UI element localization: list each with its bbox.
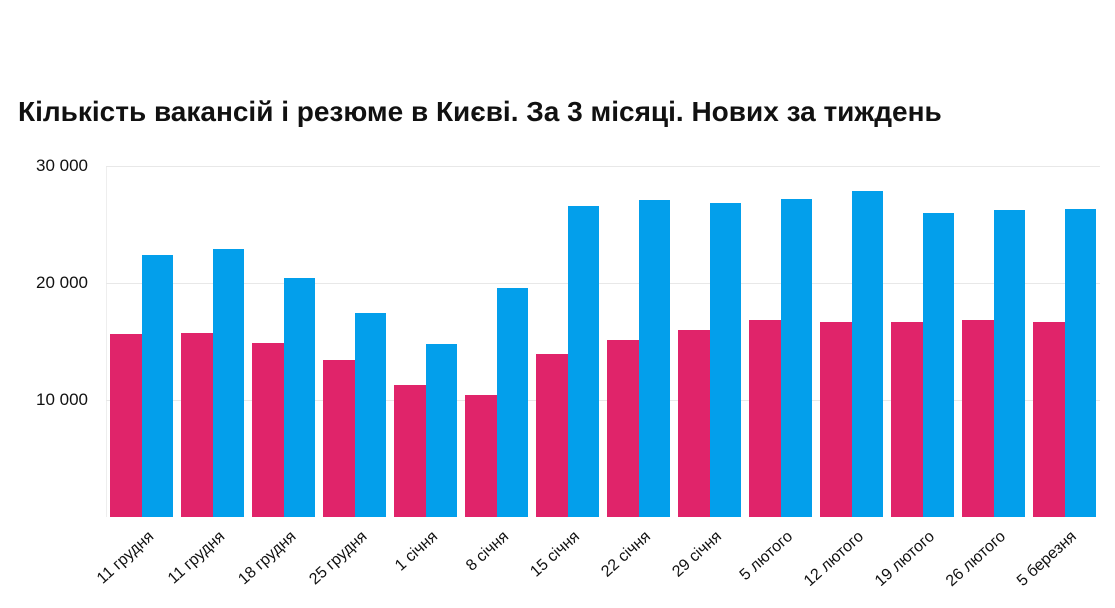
- bar-resumes[interactable]: [283, 278, 315, 517]
- bar-resumes[interactable]: [212, 249, 244, 517]
- bar-vacancies[interactable]: [962, 320, 994, 517]
- x-tick-label: 12 лютого: [800, 528, 867, 590]
- bar-vacancies[interactable]: [749, 320, 781, 517]
- x-tick-label: 11 грудня: [93, 528, 157, 588]
- bar-vacancies[interactable]: [820, 321, 852, 517]
- bar-resumes[interactable]: [993, 210, 1025, 517]
- bar-resumes[interactable]: [851, 190, 883, 517]
- bar-vacancies[interactable]: [607, 340, 639, 517]
- bar-vacancies[interactable]: [891, 321, 923, 517]
- chart-title: Кількість вакансій і резюме в Києві. За …: [18, 96, 942, 127]
- bar-vacancies[interactable]: [678, 329, 710, 517]
- bar-resumes[interactable]: [567, 205, 599, 517]
- x-tick-label: 1 січня: [391, 528, 441, 575]
- gridline: [106, 400, 1100, 401]
- x-tick-label: 26 лютого: [942, 528, 1009, 590]
- gridline: [106, 283, 1100, 284]
- x-tick-label: 5 березня: [1013, 528, 1080, 590]
- bar-vacancies[interactable]: [181, 333, 213, 517]
- bar-resumes[interactable]: [638, 199, 670, 517]
- bar-resumes[interactable]: [425, 343, 457, 517]
- bar-resumes[interactable]: [141, 254, 173, 517]
- bar-vacancies[interactable]: [394, 384, 426, 517]
- bar-resumes[interactable]: [922, 212, 954, 517]
- bar-resumes[interactable]: [1064, 209, 1096, 517]
- bar-resumes[interactable]: [709, 203, 741, 517]
- plot-area: [106, 166, 1100, 517]
- y-tick-label: 20 000: [36, 273, 88, 292]
- x-tick-label: 5 лютого: [736, 528, 796, 584]
- x-tick-label: 11 грудня: [164, 528, 228, 588]
- x-tick-label: 22 січня: [597, 528, 654, 581]
- bar-vacancies[interactable]: [536, 354, 568, 517]
- x-tick-label: 29 січня: [668, 528, 725, 581]
- x-tick-label: 8 січня: [462, 528, 512, 575]
- y-tick-label: 10 000: [36, 390, 88, 409]
- gridline: [106, 166, 1100, 167]
- x-tick-label: 25 грудня: [305, 528, 370, 589]
- x-tick-label: 18 грудня: [234, 528, 299, 589]
- bar-vacancies[interactable]: [110, 334, 142, 517]
- bar-vacancies[interactable]: [252, 342, 284, 517]
- bar-groups: [106, 166, 1100, 517]
- bar-resumes[interactable]: [354, 313, 386, 517]
- bar-vacancies[interactable]: [465, 395, 497, 517]
- x-tick-label: 15 січня: [526, 528, 583, 581]
- y-axis-line: [106, 166, 107, 517]
- y-tick-label: 30 000: [36, 156, 88, 175]
- bar-vacancies[interactable]: [1033, 321, 1065, 517]
- bar-resumes[interactable]: [496, 287, 528, 517]
- bar-vacancies[interactable]: [323, 360, 355, 517]
- bar-resumes[interactable]: [780, 198, 812, 517]
- x-tick-label: 19 лютого: [871, 528, 938, 590]
